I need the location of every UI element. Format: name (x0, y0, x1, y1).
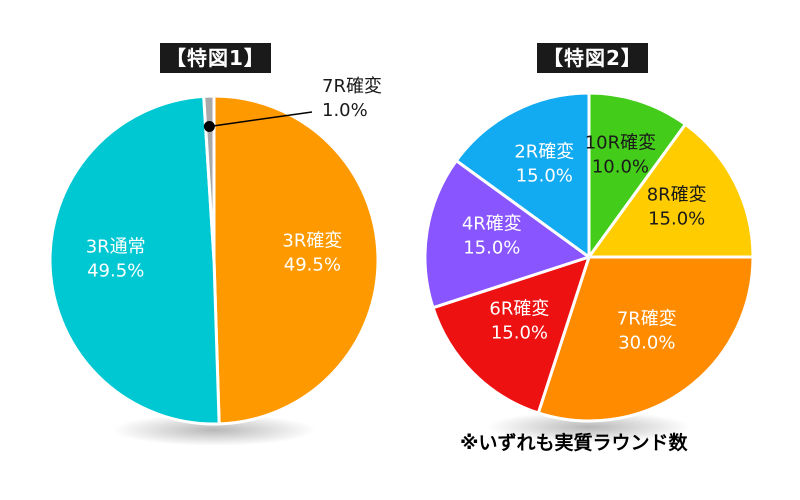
pie-1-shadow (112, 414, 316, 446)
pie-1-value-3rkakuhen: 49.5% (284, 254, 341, 275)
chart-1-title: 【特図1】 (160, 43, 271, 73)
pie-2-value-4rkakuhen: 15.0% (463, 238, 520, 259)
pie-1-label-3rkakuhen: 3R確変 (282, 230, 342, 251)
pie-2-value-6rkakuhen: 15.0% (491, 323, 548, 344)
pie-2-shadow (487, 411, 691, 443)
pie-2-label-4rkakuhen: 4R確変 (462, 214, 522, 235)
pie-1-callout-line (209, 111, 313, 128)
pie-2-label-8rkakuhen: 8R確変 (647, 184, 707, 205)
pie-1-slice-3rkakuhen (212, 94, 380, 426)
pie-2-value-10rkakuhen: 10.0% (592, 156, 649, 177)
chart-2-title: 【特図2】 (537, 43, 648, 73)
pie-2-slice-7rkakuhen (536, 255, 755, 423)
pie-chart-1: 3R確変 49.5% 3R通常 49.5% 7R確変 1.0% (48, 76, 382, 446)
pie-2-slice-2rkakuhen (454, 91, 591, 259)
pie-2-slice-8rkakuhen (587, 122, 755, 259)
pie-2-value-8rkakuhen: 15.0% (648, 208, 705, 229)
pie-1-callout-dot (203, 120, 215, 132)
pie-2-value-2rkakuhen: 15.0% (516, 165, 573, 186)
pie-2-slice-4rkakuhen (423, 159, 591, 310)
pie-2-label-2rkakuhen: 2R確変 (514, 141, 574, 162)
pie-1-label-3rtsujo: 3R通常 (86, 237, 146, 258)
pie-chart-2: 10R確変 10.0% 8R確変 15.0% 7R確変 30.0% 6R確変 15.0% 4R確… (423, 91, 755, 443)
pie-2-label-10rkakuhen: 10R確変 (585, 132, 656, 153)
footnote: ※いずれも実質ラウンド数 (460, 432, 688, 454)
pie-2-value-7rkakuhen: 30.0% (618, 333, 675, 354)
pie-1-value-3rtsujo: 49.5% (87, 261, 144, 282)
pie-1-slice-3rtsujo (48, 94, 221, 426)
pie-1-slice-7rkakuhen (202, 94, 216, 262)
pie-2-slice-10rkakuhen (587, 91, 687, 259)
pie-2-label-6rkakuhen: 6R確変 (489, 299, 549, 320)
pie-1-label-7rkakuhen: 7R確変 (322, 76, 382, 97)
pie-1-value-7rkakuhen: 1.0% (322, 100, 368, 121)
pie-2-label-7rkakuhen: 7R確変 (617, 309, 677, 330)
